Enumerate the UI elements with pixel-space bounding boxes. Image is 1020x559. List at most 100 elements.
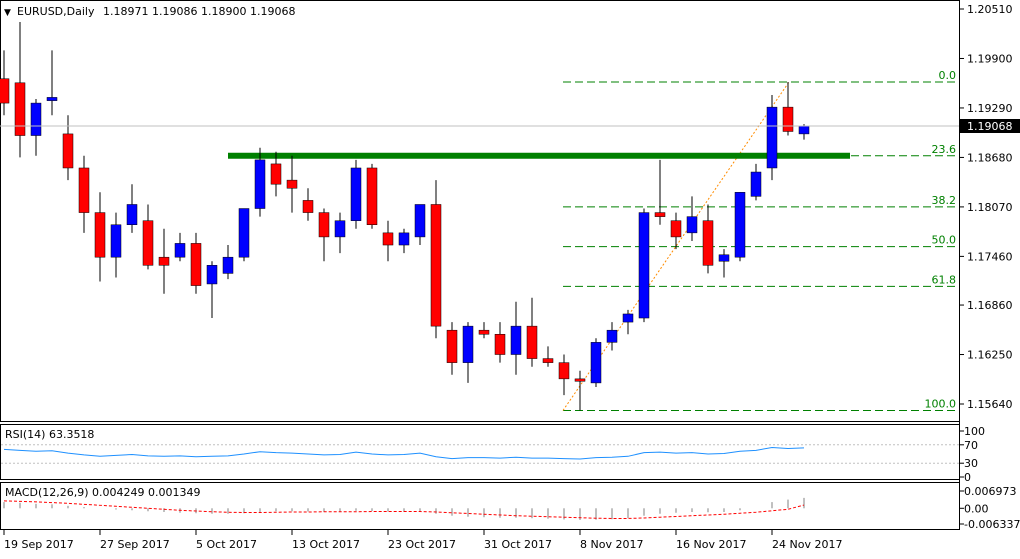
candle[interactable] <box>270 151 282 197</box>
candle[interactable] <box>734 192 746 262</box>
rsi-label: RSI(14) 63.3518 <box>5 428 94 441</box>
price-tick-label: 1.15640 <box>967 398 1013 411</box>
ohlc-values: 1.18971 1.19086 1.18900 1.19068 <box>103 5 295 18</box>
rsi-tick-label: 30 <box>964 457 978 470</box>
candle[interactable] <box>14 21 26 158</box>
rsi-line <box>3 447 805 460</box>
candle[interactable] <box>686 196 698 241</box>
candle[interactable] <box>494 322 506 363</box>
candle[interactable] <box>622 309 634 335</box>
menu-arrow-icon[interactable]: ▼ <box>4 8 11 18</box>
current-price-label: 1.19068 <box>967 120 1013 133</box>
candle[interactable] <box>478 322 490 339</box>
fib-level-label: 100.0 <box>925 397 957 410</box>
rsi-pane[interactable] <box>0 424 960 480</box>
macd-label: MACD(12,26,9) 0.004249 0.001349 <box>5 486 201 499</box>
candle[interactable] <box>446 322 458 375</box>
candle[interactable] <box>142 204 154 270</box>
macd-tick-label: 0.006973 <box>964 485 1017 498</box>
candle[interactable] <box>78 155 90 233</box>
candle[interactable] <box>0 50 10 116</box>
candle[interactable] <box>286 155 298 213</box>
candle[interactable] <box>782 81 794 136</box>
candle[interactable] <box>94 192 106 282</box>
price-tick-label: 1.18680 <box>967 151 1013 164</box>
candle[interactable] <box>510 301 522 375</box>
fib-level-label: 38.2 <box>932 194 957 207</box>
price-tick-label: 1.19900 <box>967 52 1013 65</box>
date-tick-label: 16 Nov 2017 <box>676 538 746 551</box>
candle[interactable] <box>206 261 218 319</box>
rsi-indicator <box>1 444 959 464</box>
macd-tick-label: -0.006337 <box>964 518 1020 531</box>
fibonacci-retracement[interactable]: 0.0 23.6 38.2 50.0 61.8 100.0 <box>562 69 958 411</box>
candle[interactable] <box>718 249 730 278</box>
candle[interactable] <box>766 94 778 181</box>
candle[interactable] <box>574 370 586 411</box>
fib-level-label: 0.0 <box>939 69 957 82</box>
candle[interactable] <box>430 180 442 339</box>
macd-indicator <box>3 497 805 520</box>
candle[interactable] <box>414 204 426 246</box>
candle[interactable] <box>542 346 554 367</box>
candle[interactable] <box>526 297 538 367</box>
symbol-label: EURUSD,Daily <box>17 5 95 18</box>
fib-level-label: 23.6 <box>932 143 957 156</box>
candle[interactable] <box>606 322 618 351</box>
candle[interactable] <box>334 212 346 254</box>
fib-level-label: 61.8 <box>932 273 957 286</box>
candle[interactable] <box>302 188 314 221</box>
candle[interactable] <box>366 163 378 229</box>
main-pane[interactable] <box>0 0 960 422</box>
candle[interactable] <box>750 163 762 201</box>
candle[interactable] <box>462 322 474 383</box>
candle[interactable] <box>590 338 602 387</box>
candle[interactable] <box>670 212 682 250</box>
candle[interactable] <box>654 159 666 225</box>
rsi-tick-label: 100 <box>964 425 985 438</box>
fib-trend-line[interactable] <box>562 81 790 411</box>
price-tick-label: 1.19290 <box>967 102 1013 115</box>
macd-axis: 0.006973 0.00 -0.006337 <box>959 485 1020 531</box>
candle[interactable] <box>398 228 410 254</box>
candle[interactable] <box>382 220 394 262</box>
date-tick-label: 31 Oct 2017 <box>484 538 552 551</box>
date-tick-label: 13 Oct 2017 <box>292 538 360 551</box>
candle[interactable] <box>126 184 138 233</box>
date-axis: 19 Sep 2017 27 Sep 2017 5 Oct 2017 13 Oct 2… <box>3 530 842 551</box>
date-tick-label: 23 Oct 2017 <box>388 538 456 551</box>
date-tick-label: 27 Sep 2017 <box>100 538 170 551</box>
rsi-tick-label: 0 <box>964 471 971 484</box>
candle[interactable] <box>350 159 362 229</box>
candle[interactable] <box>110 212 122 278</box>
date-tick-label: 24 Nov 2017 <box>772 538 842 551</box>
candle[interactable] <box>638 208 650 323</box>
candle[interactable] <box>238 208 250 262</box>
date-tick-label: 19 Sep 2017 <box>4 538 74 551</box>
candle[interactable] <box>558 354 570 396</box>
price-axis: 1.20510 1.19900 1.19290 1.18680 1.18070 1.174… <box>959 0 1013 530</box>
price-tick-label: 1.20510 <box>967 3 1013 16</box>
candlesticks <box>0 21 959 411</box>
candle[interactable] <box>190 232 202 294</box>
candle[interactable] <box>30 99 42 156</box>
candle[interactable] <box>46 50 58 116</box>
macd-signal-line <box>3 500 805 519</box>
price-tick-label: 1.17460 <box>967 250 1013 263</box>
candle[interactable] <box>174 232 186 262</box>
macd-tick-label: 0.00 <box>964 502 989 515</box>
price-tick-label: 1.16860 <box>967 299 1013 312</box>
price-tick-label: 1.18070 <box>967 201 1013 214</box>
price-tick-label: 1.16250 <box>967 349 1013 362</box>
candle[interactable] <box>702 204 714 274</box>
rsi-tick-label: 70 <box>964 439 978 452</box>
candle[interactable] <box>254 147 266 217</box>
date-tick-label: 5 Oct 2017 <box>196 538 257 551</box>
fib-level-label: 50.0 <box>932 234 957 247</box>
candle[interactable] <box>318 208 330 262</box>
candle[interactable] <box>222 245 234 280</box>
current-price-badge <box>960 119 1020 133</box>
candle[interactable] <box>158 228 170 294</box>
